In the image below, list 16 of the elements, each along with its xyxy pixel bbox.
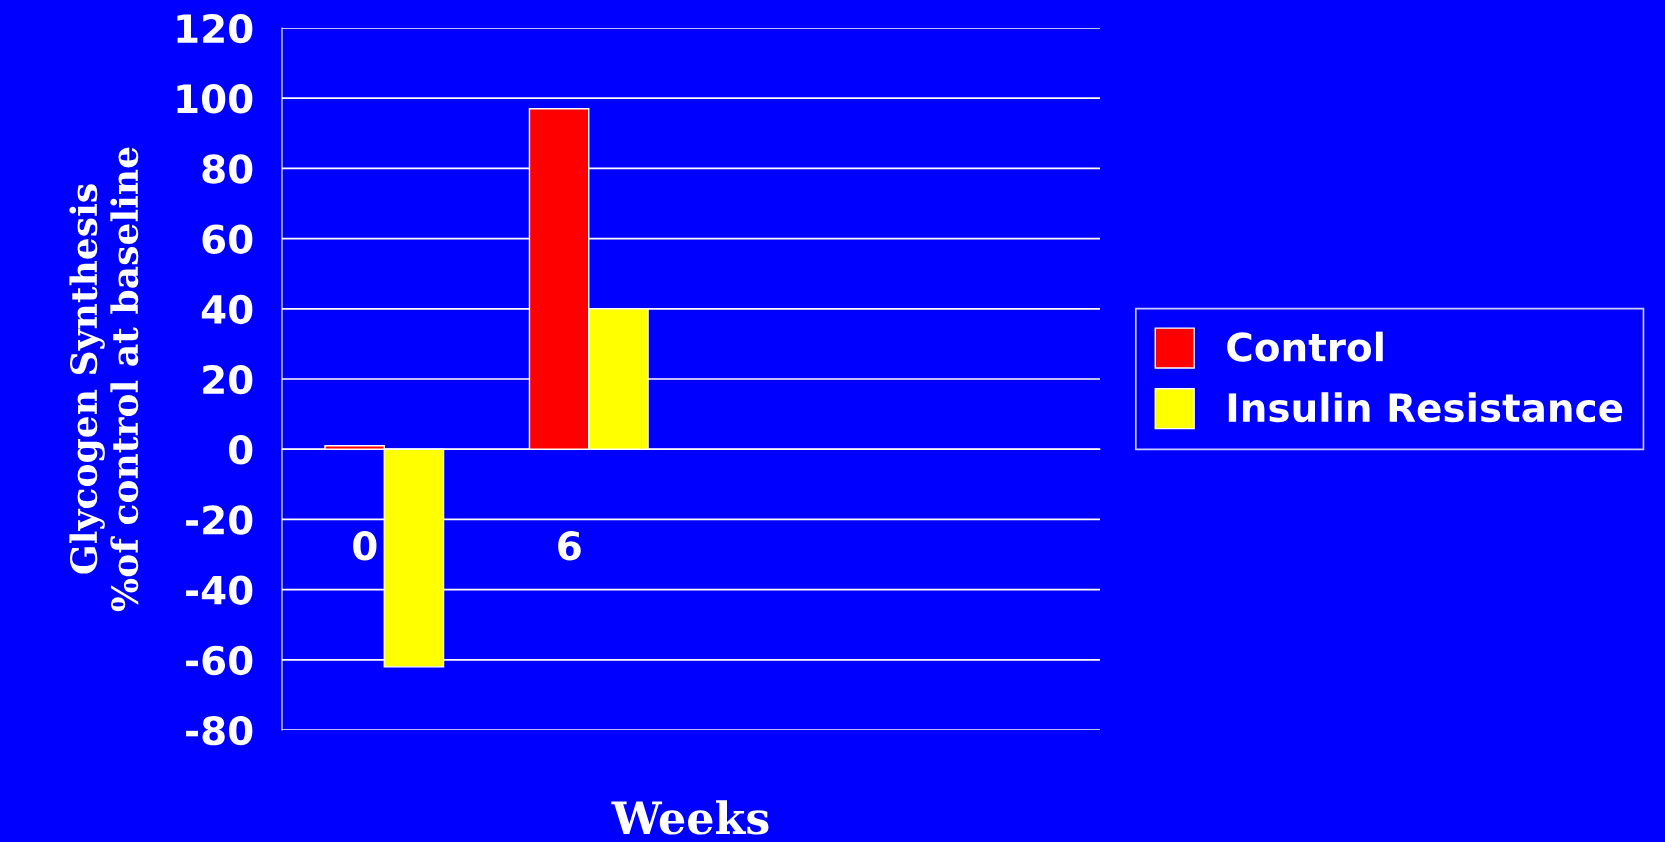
y-axis-title: Glycogen Synthesis %of control at baseline: [69, 147, 139, 612]
y-tick-label: 20: [203, 364, 253, 395]
y-tick-label: 120: [177, 13, 253, 44]
y-tick-label: 80: [202, 154, 253, 184]
y-tick-label: -80: [186, 715, 253, 746]
y-tick-label: 0: [229, 435, 253, 465]
y-tick-label: -40: [186, 575, 253, 605]
x-tick-label: 6: [558, 531, 581, 561]
legend-label: Control: [1227, 331, 1383, 362]
y-tick-label: 100: [177, 84, 253, 114]
y-tick-label: 60: [202, 224, 253, 254]
y-tick-label: 40: [201, 294, 253, 325]
legend-label: Insulin Resistance: [1228, 392, 1623, 423]
y-tick-label: -20: [186, 505, 253, 535]
y-tick-label: -60: [186, 645, 253, 676]
x-axis-title: Weeks: [611, 800, 769, 835]
